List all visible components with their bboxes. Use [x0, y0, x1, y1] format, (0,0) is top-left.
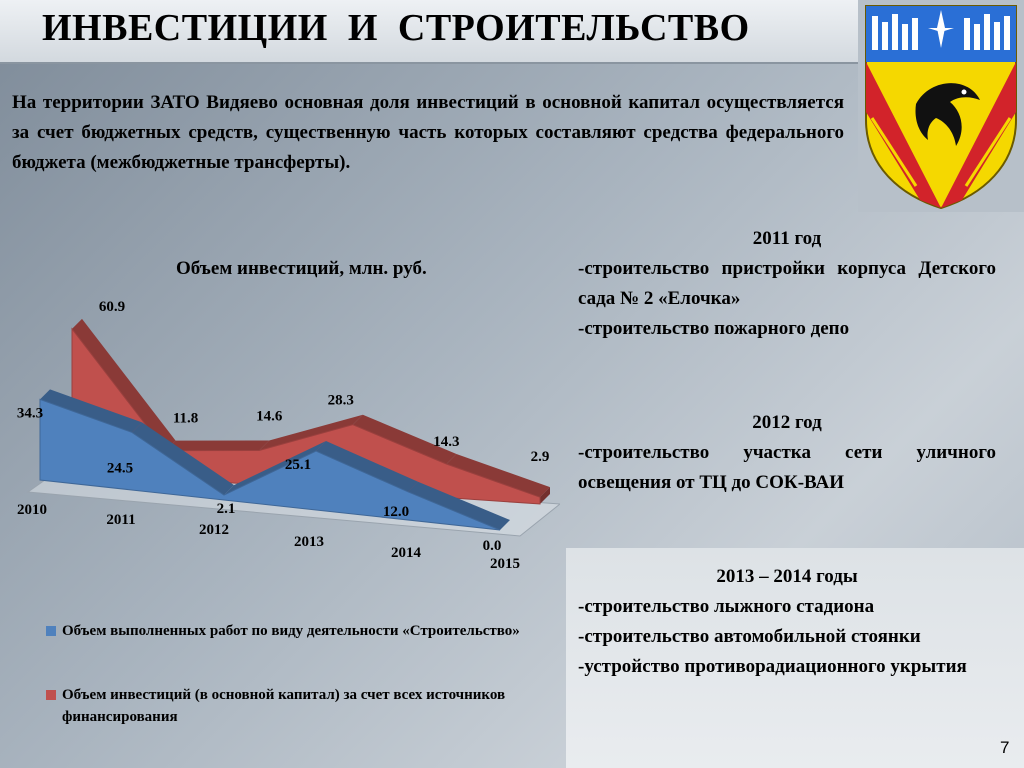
- red-series-top-edge: [72, 318, 176, 451]
- intro-paragraph: На территории ЗАТО Видяево основная доля…: [12, 92, 844, 173]
- title-bar: ИНВЕСТИЦИИ И СТРОИТЕЛЬСТВО: [0, 0, 858, 64]
- project-item: -строительство пожарного депо: [578, 318, 850, 339]
- data-label-red: 14.3: [433, 434, 459, 450]
- data-label-blue: 34.3: [17, 405, 43, 421]
- chart-title: Объем инвестиций, млн. руб.: [176, 258, 427, 279]
- project-year: 2012 год: [752, 412, 822, 433]
- red-series-top-edge: [165, 440, 270, 451]
- page-title: ИНВЕСТИЦИИ И СТРОИТЕЛЬСТВО: [42, 7, 750, 49]
- blue-series-area: [39, 398, 501, 531]
- red-series-top-edge: [259, 414, 363, 451]
- investment-area-chart: 34.3 24.5 2.1 25.1 12.0 0.0 60.9 11.8 14.6 28.3 14…: [17, 299, 560, 572]
- x-tick-label: 2010: [17, 502, 47, 518]
- data-label-red: 11.8: [173, 411, 198, 427]
- data-label-blue: 12.0: [383, 504, 409, 520]
- x-tick-label: 2012: [199, 522, 229, 538]
- legend-item-red: Объем инвестиций (в основной капитал) за…: [46, 684, 546, 728]
- legend-label-red: Объем инвестиций (в основной капитал) за…: [62, 687, 506, 725]
- dolphin-coat-of-arms-icon: [858, 0, 1024, 212]
- data-label-red: 14.6: [256, 408, 283, 424]
- legend-item-blue: Объем выполненных работ по виду деятельн…: [46, 620, 546, 642]
- red-series-end-cap: [540, 487, 550, 504]
- data-label-blue: 24.5: [107, 460, 133, 476]
- project-item: -строительство пристройки корпуса Детско…: [578, 258, 996, 309]
- project-item: -строительство участка сети уличного осв…: [578, 442, 996, 493]
- projects-2012: 2012 год -строительство участка сети ули…: [578, 408, 996, 498]
- data-label-red: 28.3: [328, 393, 354, 409]
- legend-label-blue: Объем выполненных работ по виду деятельн…: [62, 623, 520, 639]
- red-series-top-edge: [352, 414, 457, 464]
- data-label-blue: 25.1: [285, 457, 311, 473]
- blue-series-top-edge: [316, 441, 418, 492]
- blue-series-top-edge: [40, 389, 142, 433]
- data-label-red: 2.9: [531, 449, 550, 465]
- data-label-red: 60.9: [99, 299, 125, 315]
- blue-series-top-edge: [224, 441, 326, 496]
- text-panel-background: [566, 548, 1024, 768]
- page-number: 7: [1000, 738, 1010, 757]
- project-item: -строительство автомобильной стоянки: [578, 626, 921, 647]
- legend-swatch-red: [46, 690, 56, 700]
- project-year: 2013 – 2014 годы: [716, 566, 858, 587]
- project-item: -устройство противорадиационного укрытия: [578, 656, 967, 677]
- projects-2013-2014: 2013 – 2014 годы -строительство лыжного …: [578, 562, 996, 682]
- project-year: 2011 год: [752, 228, 822, 249]
- data-label-blue: 2.1: [217, 501, 236, 517]
- legend-swatch-blue: [46, 626, 56, 636]
- x-tick-label: 2013: [294, 534, 324, 550]
- red-series-top-edge: [446, 453, 550, 498]
- blue-series-top-edge: [408, 481, 510, 530]
- project-item: -строительство лыжного стадиона: [578, 596, 875, 617]
- projects-2011: 2011 год -строительство пристройки корпу…: [578, 224, 996, 344]
- x-tick-label: 2015: [490, 556, 520, 572]
- x-tick-label: 2011: [106, 512, 135, 528]
- data-label-blue: 0.0: [483, 538, 502, 554]
- x-tick-label: 2014: [391, 545, 422, 561]
- blue-series-top-edge: [132, 422, 234, 496]
